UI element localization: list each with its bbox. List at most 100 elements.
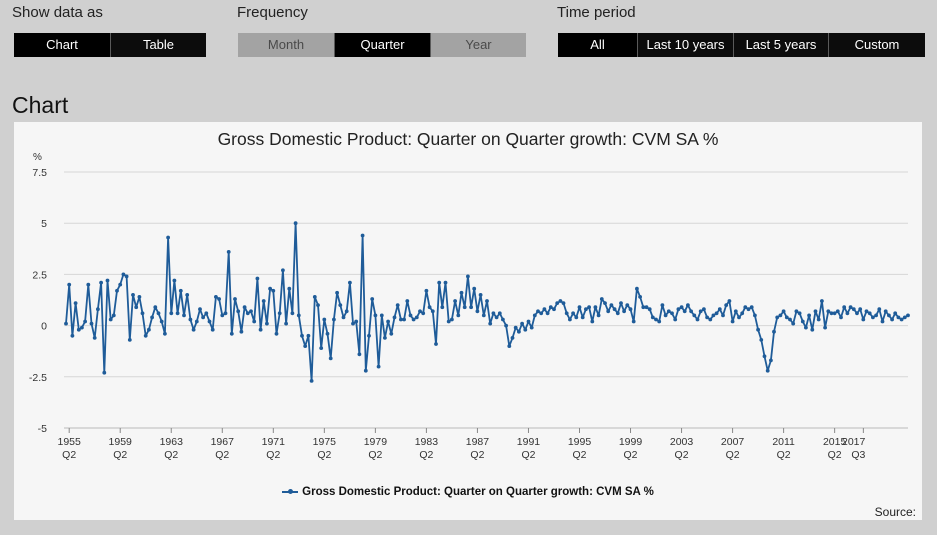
data-point bbox=[772, 329, 776, 334]
data-point bbox=[220, 313, 225, 318]
data-point bbox=[440, 305, 445, 310]
data-point bbox=[485, 299, 489, 303]
data-point bbox=[615, 311, 620, 316]
data-point bbox=[73, 301, 78, 305]
y-tick-label: -2.5 bbox=[29, 372, 47, 384]
data-point bbox=[86, 282, 91, 287]
data-point bbox=[488, 321, 493, 326]
data-point bbox=[236, 309, 241, 314]
data-point bbox=[644, 305, 649, 310]
data-point bbox=[794, 309, 799, 314]
data-point bbox=[150, 315, 155, 320]
month-button[interactable]: Month bbox=[238, 33, 334, 57]
data-point bbox=[134, 305, 139, 310]
data-point bbox=[654, 317, 658, 322]
x-tick-label-year: 1975 bbox=[313, 436, 337, 448]
data-point bbox=[558, 299, 563, 303]
table-view-button[interactable]: Table bbox=[110, 33, 206, 57]
quarter-button[interactable]: Quarter bbox=[334, 33, 430, 57]
data-point bbox=[568, 317, 572, 322]
data-point bbox=[746, 307, 751, 312]
data-point bbox=[166, 235, 171, 240]
x-tick-label-quarter: Q2 bbox=[828, 449, 842, 461]
data-point bbox=[121, 272, 126, 277]
data-point bbox=[759, 338, 764, 342]
data-point bbox=[507, 344, 512, 348]
data-point bbox=[335, 290, 339, 295]
data-point bbox=[411, 317, 416, 322]
data-point bbox=[373, 313, 378, 318]
data-point bbox=[887, 313, 891, 318]
data-point bbox=[450, 317, 454, 322]
legend-label: Gross Domestic Product: Quarter on Quart… bbox=[302, 486, 654, 498]
data-point bbox=[775, 315, 780, 320]
y-axis-unit: % bbox=[33, 152, 42, 163]
data-point bbox=[395, 303, 400, 307]
data-point bbox=[864, 309, 869, 314]
x-tick-label-quarter: Q2 bbox=[675, 449, 689, 461]
data-point bbox=[402, 317, 406, 322]
data-point bbox=[756, 327, 760, 332]
data-point bbox=[871, 315, 875, 320]
data-point bbox=[456, 313, 461, 318]
x-tick-label-year: 1991 bbox=[517, 436, 541, 448]
all-period-button[interactable]: All bbox=[558, 33, 637, 57]
show-data-as-toggle: Chart Table bbox=[14, 33, 206, 57]
data-point bbox=[740, 311, 745, 316]
chart-view-button[interactable]: Chart bbox=[14, 33, 110, 57]
data-point bbox=[383, 336, 387, 340]
data-point bbox=[545, 311, 550, 316]
source-label: Source: bbox=[874, 505, 916, 519]
data-point bbox=[686, 303, 690, 307]
data-point bbox=[147, 327, 151, 332]
data-point bbox=[399, 317, 403, 322]
data-point bbox=[861, 317, 866, 322]
data-point bbox=[427, 305, 432, 310]
data-point bbox=[131, 293, 135, 297]
data-point bbox=[204, 311, 209, 316]
data-point bbox=[845, 311, 850, 316]
data-point bbox=[252, 319, 257, 324]
last-10-years-button[interactable]: Last 10 years bbox=[637, 33, 733, 57]
data-point bbox=[548, 305, 553, 310]
x-tick-label-year: 1999 bbox=[619, 436, 643, 448]
data-point bbox=[765, 368, 770, 373]
chart-panel: Gross Domestic Product: Quarter on Quart… bbox=[14, 122, 922, 520]
x-tick-label-quarter: Q2 bbox=[521, 449, 535, 461]
data-point bbox=[650, 315, 655, 320]
data-point bbox=[341, 315, 346, 320]
x-tick-label-quarter: Q2 bbox=[368, 449, 382, 461]
data-point bbox=[303, 344, 308, 348]
data-point bbox=[325, 331, 330, 336]
data-point bbox=[501, 317, 505, 322]
data-point bbox=[555, 301, 560, 305]
x-tick-label-quarter: Q2 bbox=[113, 449, 127, 461]
data-point bbox=[443, 280, 448, 285]
data-point bbox=[434, 342, 438, 346]
data-point bbox=[877, 307, 882, 312]
last-5-years-button[interactable]: Last 5 years bbox=[733, 33, 828, 57]
data-point bbox=[469, 305, 473, 310]
data-point bbox=[281, 268, 285, 273]
data-point bbox=[367, 333, 371, 338]
frequency-toggle: Month Quarter Year bbox=[238, 33, 526, 57]
custom-period-button[interactable]: Custom bbox=[828, 33, 925, 57]
data-point bbox=[462, 305, 467, 310]
show-data-as-label: Show data as bbox=[12, 4, 103, 21]
data-point bbox=[520, 321, 524, 326]
data-point bbox=[83, 319, 87, 324]
data-point bbox=[526, 319, 531, 324]
data-point bbox=[698, 309, 703, 314]
data-point bbox=[542, 307, 547, 312]
data-point bbox=[628, 307, 633, 312]
x-tick-label-quarter: Q2 bbox=[572, 449, 586, 461]
x-tick-label-quarter: Q2 bbox=[266, 449, 280, 461]
data-point bbox=[169, 311, 174, 316]
data-point bbox=[867, 311, 872, 316]
year-button[interactable]: Year bbox=[430, 33, 526, 57]
data-point bbox=[214, 295, 218, 299]
data-point bbox=[360, 233, 365, 238]
x-tick-label-year: 2011 bbox=[772, 436, 795, 448]
data-point bbox=[791, 321, 796, 326]
data-point bbox=[178, 288, 183, 293]
